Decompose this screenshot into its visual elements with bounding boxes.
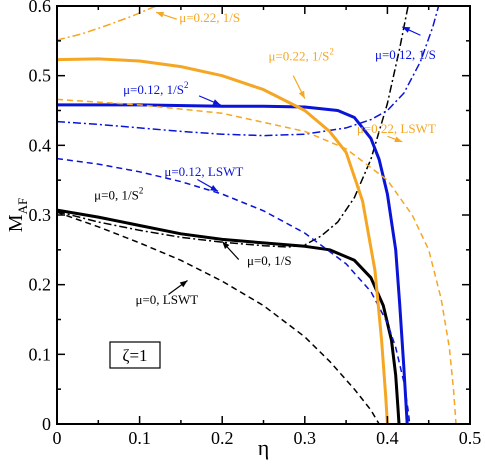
series-line-mu0_1S [57,6,409,248]
annotation-arrow-mu012_lswt [197,178,219,192]
annotation-mu012_lswt: μ=0.12, LSWT [164,164,243,179]
annotation-mu0_1S: μ=0, 1/S [247,253,292,268]
series-line-mu0_lswt [57,211,380,424]
series-line-mu012_lswt [57,157,411,424]
y-tick-label: 0.4 [29,135,52,155]
x-tick-label: 0.2 [211,428,234,448]
annotation-arrow-mu022_lswt [387,135,403,143]
series-line-mu012_1S2 [57,103,409,424]
y-tick-label: 0.1 [29,344,52,364]
x-tick-label: 0.1 [128,428,151,448]
y-tick-label: 0.5 [29,66,52,86]
annotation-mu022_lswt: μ=0.22, LSWT [357,121,436,136]
annotation-arrow-mu022_1S [155,11,177,20]
x-tick-label: 0.5 [459,428,482,448]
annotation-arrow-mu012_1S2 [198,95,221,106]
series-line-mu022_1S [57,6,157,41]
series-line-mu012_1S [57,6,440,137]
annotation-mu012_1S2: μ=0.12, 1/S2 [123,80,188,97]
annotation-arrow-mu0_lswt [168,280,188,295]
annotation-mu0_1S2: μ=0, 1/S2 [94,186,143,203]
annotation-mu012_1S: μ=0.12, 1/S [375,47,436,62]
annotation-mu022_1S: μ=0.22, 1/S [179,10,240,25]
series-line-mu022_1S2 [57,57,389,424]
annotation-mu0_lswt: μ=0, LSWT [135,292,198,307]
inset-label: ζ=1 [122,346,147,365]
series-line-mu022_lswt [57,98,457,424]
x-axis-label: η [258,435,270,460]
y-tick-label: 0.3 [29,205,52,225]
series-line-mu0_1S2 [57,208,401,424]
y-tick-label: 0.2 [29,275,52,295]
annotation-arrow-mu0_1S [221,241,240,260]
x-tick-label: 0.3 [294,428,317,448]
annotation-arrow-mu012_1S [402,26,421,36]
y-tick-label: 0.6 [29,0,52,16]
inset-label-box: ζ=1 [109,341,161,369]
y-tick-label: 0 [42,414,51,434]
annotation-arrow-mu022_1S2 [292,75,306,99]
x-tick-label: 0 [53,428,62,448]
annotation-mu022_1S2: μ=0.22, 1/S2 [268,46,333,63]
y-axis-label: MAF [5,198,30,232]
x-tick-label: 0.4 [376,428,399,448]
